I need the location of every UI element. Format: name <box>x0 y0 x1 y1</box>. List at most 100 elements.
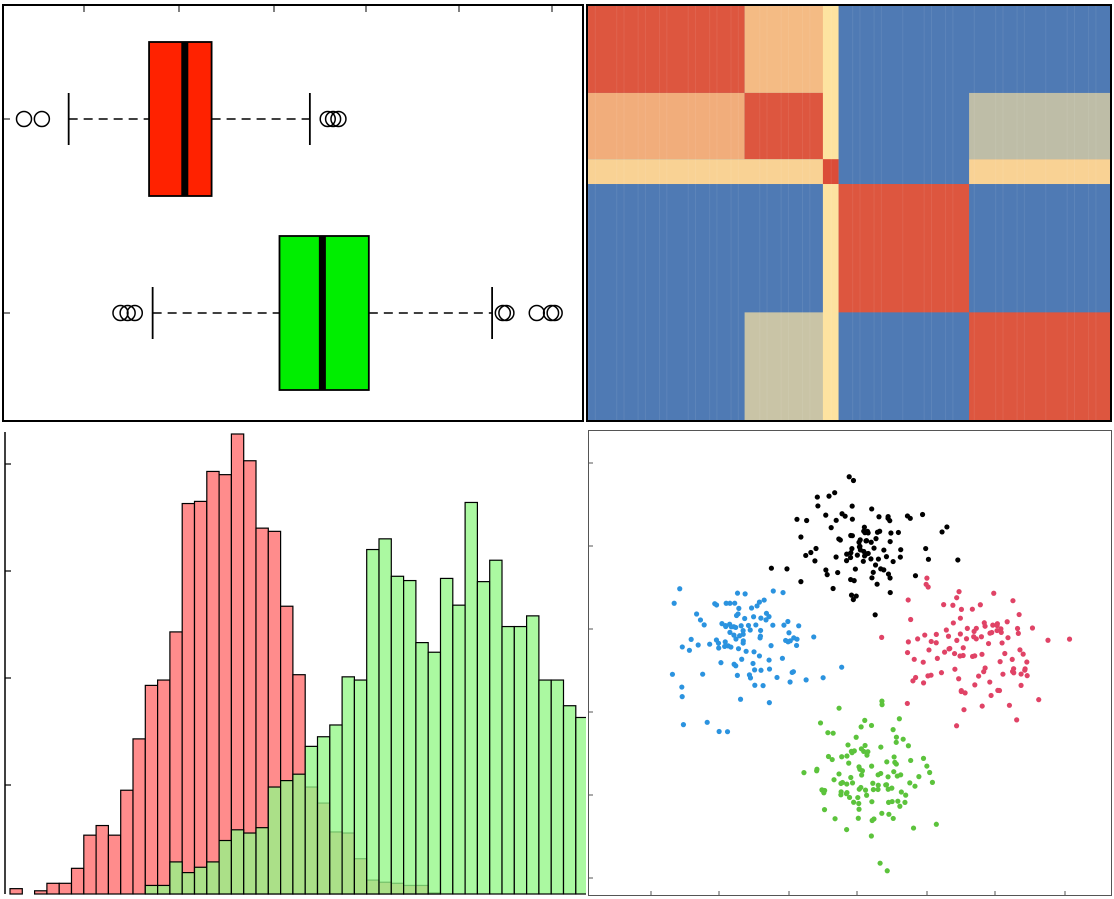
scatter-point <box>679 694 685 700</box>
scatter-point <box>793 642 800 649</box>
scatter-point <box>881 547 887 553</box>
scatter-point <box>733 636 739 642</box>
scatter-point <box>920 659 926 665</box>
scatter-point <box>870 569 876 575</box>
scatter-point <box>693 611 700 617</box>
scatter-point <box>761 597 767 603</box>
scatter-point <box>919 511 926 518</box>
scatter-point <box>900 736 906 742</box>
scatter-point <box>875 772 881 778</box>
scatter-point <box>897 554 903 560</box>
scatter-point <box>832 816 838 822</box>
scatter-point <box>779 655 786 661</box>
scatter-point <box>846 474 852 480</box>
scatter-point <box>781 622 787 628</box>
scatter-point <box>988 692 994 699</box>
scatter-point <box>887 538 893 545</box>
scatter-point <box>881 567 887 573</box>
hist-series <box>144 501 586 895</box>
scatter-point <box>1015 630 1021 636</box>
scatter-point <box>858 746 864 752</box>
scatter-point <box>955 557 961 563</box>
scatter-point <box>1045 637 1051 643</box>
scatter-point <box>844 753 850 759</box>
scatter-point <box>722 643 728 650</box>
scatter-point <box>679 644 685 650</box>
hist-bar <box>120 789 134 895</box>
scatter-point <box>747 627 753 633</box>
scatter-point <box>868 833 874 839</box>
scatter-point <box>742 591 748 597</box>
scatter-point <box>879 810 885 816</box>
scatter-point <box>817 720 824 726</box>
scatter-point <box>957 631 963 637</box>
scatter-point <box>838 792 844 798</box>
scatter-point <box>969 653 976 660</box>
scatter-point <box>737 696 744 702</box>
scatter-point <box>731 632 737 638</box>
scatter-point <box>905 743 912 749</box>
scatter-point <box>850 596 856 603</box>
scatter-point <box>677 586 683 592</box>
scatter-point <box>794 636 800 642</box>
scatter-point <box>910 678 916 684</box>
scatter-point <box>885 786 891 792</box>
scatter-point <box>768 565 774 571</box>
hist-bar <box>144 884 159 895</box>
scatter-point <box>836 705 842 711</box>
heatmap-block <box>588 159 834 185</box>
scatter-point <box>733 612 740 619</box>
scatter-point <box>820 675 826 681</box>
scatter-point <box>877 860 883 866</box>
scatter-point <box>912 573 919 579</box>
scatter-point <box>736 605 742 611</box>
box-series <box>15 41 347 197</box>
scatter-point <box>885 799 892 806</box>
hist-bar <box>243 460 257 895</box>
scatter-point <box>864 792 870 798</box>
hist-bar <box>439 577 454 895</box>
hist-bar <box>70 867 85 895</box>
scatter-point <box>987 630 993 636</box>
hist-bar <box>366 548 380 895</box>
hist-bar <box>280 780 294 895</box>
scatter-point <box>794 516 800 522</box>
scatter-point <box>971 634 977 640</box>
scatter-point <box>941 649 948 655</box>
scatter-point <box>750 660 756 667</box>
scatter-point <box>950 602 956 608</box>
heatmap-block <box>969 312 1110 420</box>
hist-bar <box>107 834 122 895</box>
scatter-point <box>996 687 1003 694</box>
scatter-point <box>891 769 897 775</box>
scatter-point <box>697 617 704 623</box>
scatter-point <box>954 595 960 601</box>
scatter-point <box>961 707 967 713</box>
scatter-point <box>849 546 855 552</box>
hist-bar <box>341 676 356 895</box>
scatter-point <box>872 612 878 618</box>
scatter-point <box>894 773 900 779</box>
scatter-point <box>960 652 966 659</box>
scatter-point <box>941 602 947 608</box>
scatter-series <box>768 474 961 618</box>
scatter-point <box>808 549 814 556</box>
scatter-point <box>704 719 710 725</box>
scatter-point <box>893 761 899 767</box>
scatter-point <box>851 799 857 805</box>
scatter-point <box>1036 697 1042 703</box>
hist-bar <box>255 827 269 895</box>
scatter-point <box>1016 611 1022 618</box>
hist-bar <box>525 615 540 895</box>
scatter-point <box>852 566 858 572</box>
scatter-point <box>826 493 832 499</box>
scatter-point <box>796 623 802 629</box>
scatter-point <box>848 592 855 598</box>
scatter-point <box>849 516 855 522</box>
scatter-point <box>757 627 764 634</box>
outlier-point <box>319 110 336 128</box>
scatter-point <box>905 597 911 603</box>
scatter-point <box>812 558 818 564</box>
scatter-point <box>1014 717 1020 723</box>
heatmap-block <box>588 6 745 93</box>
